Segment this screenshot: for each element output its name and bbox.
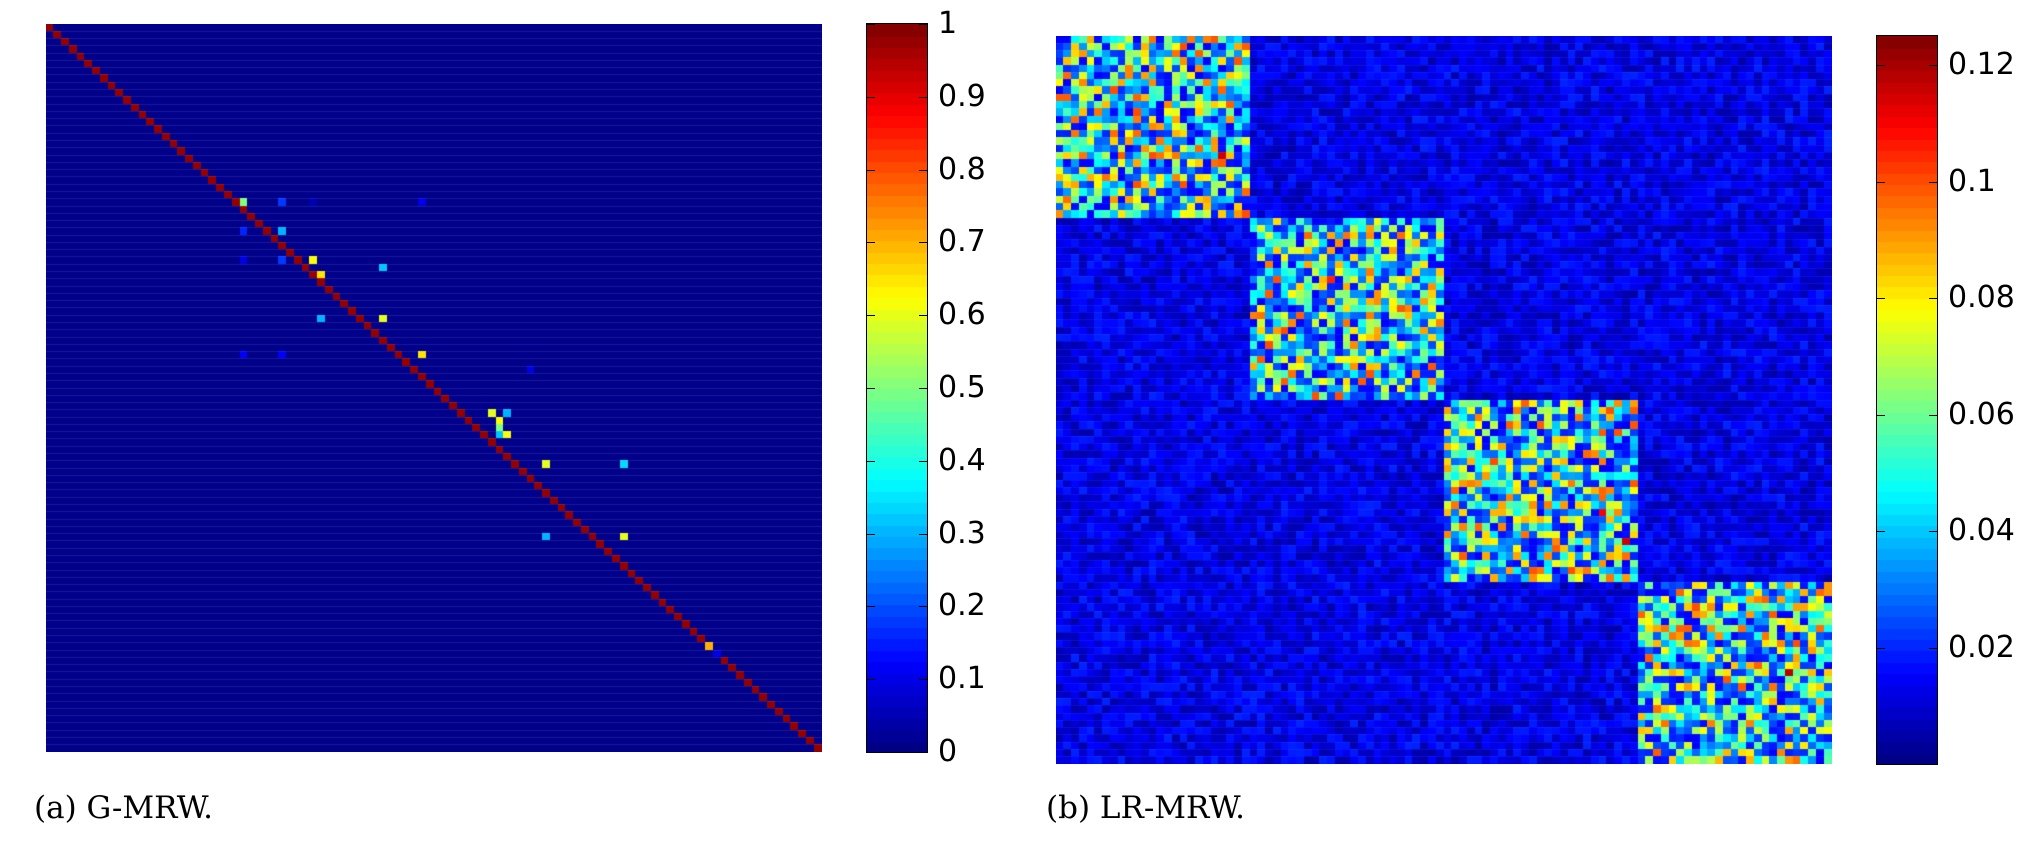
colorbar-tick-label: 0.3	[938, 516, 986, 551]
colorbar-g-mrw-gradient	[867, 24, 927, 752]
colorbar-tick-mark	[867, 170, 875, 171]
colorbar-tick-mark	[1877, 65, 1885, 66]
colorbar-tick-mark	[919, 24, 927, 25]
colorbar-tick-mark	[867, 242, 875, 243]
colorbar-tick-mark	[867, 534, 875, 535]
colorbar-tick-mark	[1929, 182, 1937, 183]
caption-g-mrw: (a) G-MRW.	[34, 790, 214, 826]
colorbar-tick-mark	[1877, 531, 1885, 532]
colorbar-tick-label: 0.7	[938, 224, 986, 259]
panel-b-lr-mrw: 0.02 0.04 0.06 0.08 0.1 0.12 (b) LR-MRW.	[1016, 0, 2033, 849]
colorbar-tick-mark	[867, 461, 875, 462]
colorbar-tick-mark	[1877, 648, 1885, 649]
colorbar-tick-mark	[919, 315, 927, 316]
heatmap-lr-mrw	[1056, 36, 1832, 764]
colorbar-tick-mark	[867, 24, 875, 25]
colorbar-tick-label: 0.8	[938, 152, 986, 187]
colorbar-tick-label: 0.1	[938, 661, 986, 696]
colorbar-tick-label: 0.2	[938, 588, 986, 623]
colorbar-tick-label: 1	[938, 6, 958, 41]
colorbar-tick-mark	[919, 679, 927, 680]
colorbar-tick-mark	[867, 606, 875, 607]
colorbar-tick-mark	[867, 388, 875, 389]
colorbar-tick-label: 0.1	[1948, 164, 1996, 199]
colorbar-lr-mrw-gradient	[1877, 36, 1937, 764]
heatmap-g-mrw	[46, 24, 822, 752]
colorbar-tick-mark	[867, 679, 875, 680]
colorbar-tick-label: 0.4	[938, 443, 986, 478]
colorbar-tick-mark	[919, 97, 927, 98]
colorbar-tick-label: 0.02	[1948, 630, 2015, 665]
colorbar-tick-mark	[867, 315, 875, 316]
colorbar-tick-mark	[919, 752, 927, 753]
colorbar-tick-mark	[1929, 298, 1937, 299]
colorbar-tick-label: 0.04	[1948, 513, 2015, 548]
colorbar-tick-label: 0.06	[1948, 397, 2015, 432]
colorbar-tick-mark	[919, 606, 927, 607]
colorbar-tick-mark	[919, 461, 927, 462]
caption-lr-mrw: (b) LR-MRW.	[1046, 790, 1245, 826]
colorbar-tick-mark	[1929, 65, 1937, 66]
colorbar-tick-mark	[919, 242, 927, 243]
colorbar-tick-label: 0.9	[938, 79, 986, 114]
colorbar-tick-label: 0.12	[1948, 47, 2015, 82]
colorbar-tick-mark	[919, 388, 927, 389]
colorbar-tick-mark	[867, 97, 875, 98]
colorbar-tick-mark	[867, 752, 875, 753]
colorbar-tick-label: 0.5	[938, 370, 986, 405]
colorbar-tick-mark	[1877, 298, 1885, 299]
colorbar-lr-mrw	[1876, 35, 1938, 765]
heatmap-lr-mrw-cells	[1056, 36, 1832, 764]
colorbar-tick-mark	[1877, 415, 1885, 416]
colorbar-g-mrw	[866, 23, 928, 753]
colorbar-tick-mark	[919, 534, 927, 535]
colorbar-tick-mark	[1877, 182, 1885, 183]
heatmap-g-mrw-cells	[46, 24, 822, 752]
panel-a-g-mrw: 0 0.1 0.2 0.3 0.4 0.5 0.6 0.7 0.8 0.9 1 (a) G-MRW.	[0, 0, 1016, 849]
colorbar-tick-mark	[1929, 648, 1937, 649]
colorbar-tick-mark	[1929, 415, 1937, 416]
colorbar-tick-mark	[919, 170, 927, 171]
colorbar-tick-label: 0.6	[938, 297, 986, 332]
colorbar-tick-label: 0.08	[1948, 280, 2015, 315]
colorbar-tick-mark	[1929, 531, 1937, 532]
colorbar-tick-label: 0	[938, 734, 958, 769]
